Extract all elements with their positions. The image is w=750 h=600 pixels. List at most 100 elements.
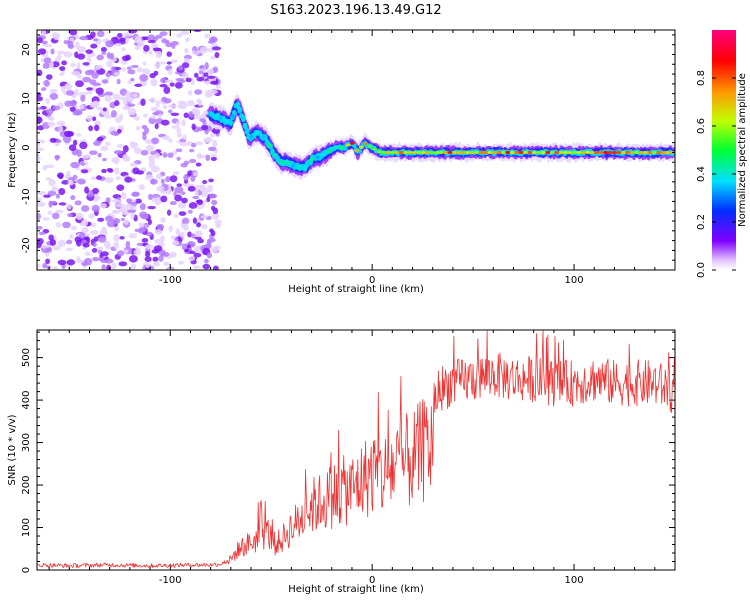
- ridge-peak: [354, 149, 360, 152]
- noise-blob: [131, 93, 139, 98]
- colorbar-tick-label: 0.6: [696, 118, 707, 134]
- noise-blob: [62, 221, 71, 229]
- noise-blob: [187, 231, 192, 238]
- noise-blob: [210, 156, 217, 162]
- noise-blob: [133, 147, 142, 155]
- noise-blob: [116, 128, 122, 134]
- noise-blob: [206, 75, 216, 79]
- noise-blob: [113, 72, 121, 76]
- noise-blob: [126, 66, 132, 70]
- noise-blob: [129, 162, 139, 167]
- noise-blob: [109, 126, 116, 132]
- noise-blob: [112, 218, 121, 224]
- noise-blob: [187, 209, 193, 214]
- noise-blob: [105, 72, 111, 77]
- noise-blob: [49, 239, 57, 246]
- noise-blob: [208, 89, 218, 95]
- noise-blob: [41, 40, 48, 45]
- spectrogram-y-label: Frequency (Hz): [7, 112, 18, 188]
- noise-blob: [148, 98, 156, 103]
- ridge-peak: [261, 134, 266, 139]
- noise-blob: [188, 256, 196, 262]
- ridge-peak: [218, 116, 223, 121]
- noise-blob: [181, 72, 189, 79]
- ridge-peak: [438, 151, 444, 154]
- noise-blob: [154, 62, 161, 69]
- noise-blob: [159, 235, 165, 242]
- noise-blob: [104, 176, 114, 184]
- ridge-peak: [456, 151, 462, 154]
- noise-blob: [43, 194, 51, 198]
- ridge-peak: [469, 151, 475, 154]
- noise-blob: [196, 199, 203, 206]
- noise-blob: [163, 86, 171, 94]
- noise-blob: [110, 110, 117, 118]
- noise-blob: [105, 197, 111, 204]
- noise-blob: [127, 107, 137, 116]
- ridge-peak: [652, 151, 657, 154]
- noise-blob: [142, 133, 147, 141]
- ridge-peak: [514, 151, 520, 154]
- ridge-cell: [228, 119, 234, 127]
- noise-blob: [133, 249, 142, 256]
- noise-blob: [92, 38, 99, 42]
- noise-blob: [126, 198, 132, 203]
- noise-blob: [73, 139, 78, 146]
- noise-blob: [125, 240, 131, 249]
- ridge-peak: [425, 151, 431, 154]
- noise-blob: [141, 81, 148, 86]
- noise-blob: [47, 121, 56, 127]
- noise-blob: [55, 221, 62, 228]
- noise-blob: [178, 211, 187, 216]
- noise-blob: [181, 197, 188, 204]
- noise-blob: [128, 30, 138, 34]
- noise-blob: [162, 135, 170, 141]
- noise-blob: [67, 40, 74, 48]
- noise-blob: [66, 259, 76, 266]
- ridge-cell: [235, 101, 241, 108]
- noise-blob: [130, 77, 135, 82]
- noise-blob: [145, 139, 154, 145]
- noise-blob: [63, 51, 73, 58]
- ridge-peak: [492, 151, 497, 154]
- noise-blob: [81, 219, 89, 227]
- noise-blob: [156, 185, 165, 192]
- ridge-peak: [500, 151, 506, 154]
- ridge-peak: [255, 130, 260, 135]
- noise-blob: [153, 245, 163, 252]
- noise-blob: [210, 56, 216, 60]
- noise-blob: [150, 106, 159, 112]
- noise-blob: [52, 212, 60, 220]
- snr-x-tick-label: 0: [369, 575, 375, 586]
- noise-blob: [176, 33, 183, 38]
- noise-blob: [69, 30, 78, 36]
- ridge-peak: [643, 151, 648, 154]
- spectrogram-y-tick-label: -20: [21, 237, 32, 253]
- noise-blob: [155, 201, 161, 206]
- noise-blob: [214, 51, 220, 59]
- ridge-peak: [363, 142, 369, 146]
- noise-blob: [195, 162, 202, 167]
- noise-blob: [97, 217, 105, 222]
- ridge-peak: [523, 151, 528, 154]
- noise-blob: [101, 264, 106, 270]
- spectrogram-x-tick-label: -100: [159, 275, 182, 286]
- noise-blob: [74, 200, 82, 206]
- noise-blob: [119, 96, 126, 101]
- noise-blob: [77, 178, 86, 185]
- noise-blob: [127, 209, 137, 213]
- noise-blob: [37, 143, 41, 147]
- ridge-peak: [549, 151, 555, 154]
- noise-blob: [207, 68, 215, 75]
- noise-blob: [106, 52, 112, 59]
- ridge-peak: [585, 151, 591, 154]
- noise-blob: [215, 84, 221, 89]
- noise-blob: [90, 176, 97, 180]
- ridge-peak: [279, 160, 284, 165]
- noise-blob: [167, 104, 176, 108]
- noise-blob: [118, 261, 128, 267]
- noise-blob: [202, 263, 211, 270]
- noise-blob: [211, 46, 222, 51]
- noise-blob: [159, 83, 168, 88]
- noise-blob: [195, 231, 202, 238]
